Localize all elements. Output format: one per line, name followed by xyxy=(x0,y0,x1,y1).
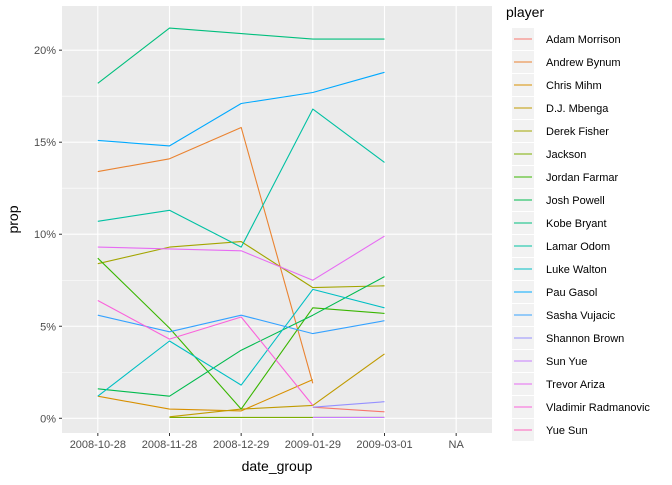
legend-label: Sun Yue xyxy=(546,356,587,368)
legend-label: Lamar Odom xyxy=(546,241,610,253)
legend-label: Andrew Bynum xyxy=(546,57,621,69)
plot-panel xyxy=(62,6,492,433)
x-tick-label: 2008-10-28 xyxy=(70,439,126,451)
x-axis-title: date_group xyxy=(242,458,313,474)
y-tick-label: 5% xyxy=(40,321,56,333)
legend-title: player xyxy=(506,4,544,20)
y-tick-label: 15% xyxy=(34,137,56,149)
series-line xyxy=(97,27,385,84)
legend-label: Josh Powell xyxy=(546,195,605,207)
series-line xyxy=(97,288,385,397)
series-line xyxy=(169,353,385,418)
legend-label: Chris Mihm xyxy=(546,80,602,92)
legend-label: Sasha Vujacic xyxy=(546,310,616,322)
legend-label: Jackson xyxy=(546,149,586,161)
series-line xyxy=(97,276,385,397)
series-line xyxy=(97,257,385,410)
y-tick-label: 20% xyxy=(34,45,56,57)
series-line xyxy=(97,235,385,281)
y-tick-label: 0% xyxy=(40,413,56,425)
x-tick-label: 2008-12-29 xyxy=(213,439,269,451)
legend-label: D.J. Mbenga xyxy=(546,103,609,115)
legend-label: Luke Walton xyxy=(546,264,607,276)
grid-major xyxy=(62,6,492,433)
x-tick-label: 2009-01-29 xyxy=(285,439,341,451)
legend-label: Pau Gasol xyxy=(546,287,597,299)
y-tick-label: 10% xyxy=(34,229,56,241)
series-line xyxy=(97,241,385,289)
legend: player Adam Morrison Andrew Bynum Chris Mi… xyxy=(506,4,650,441)
legend-label: Adam Morrison xyxy=(546,34,621,46)
y-axis: 0% 5% 10% 15% 20% xyxy=(34,45,62,425)
series-lines xyxy=(97,27,385,418)
y-axis-title: prop xyxy=(5,205,21,233)
series-line xyxy=(312,401,385,408)
series-line xyxy=(97,108,385,248)
series-line xyxy=(312,406,385,413)
series-line xyxy=(97,300,314,406)
series-line xyxy=(97,379,314,412)
grid-minor xyxy=(62,95,492,373)
series-line xyxy=(97,71,385,147)
legend-label: Vladimir Radmanovic xyxy=(546,402,650,414)
legend-label: Yue Sun xyxy=(546,425,588,437)
legend-label: Trevor Ariza xyxy=(546,379,606,391)
x-tick-label: 2008-11-28 xyxy=(142,439,197,451)
legend-label: Derek Fisher xyxy=(546,126,609,138)
legend-label: Jordan Farmar xyxy=(546,172,618,184)
legend-label: Shannon Brown xyxy=(546,333,624,345)
x-tick-label: 2009-03-01 xyxy=(356,439,412,451)
x-axis: 2008-10-28 2008-11-28 2008-12-29 2009-01-29… xyxy=(70,433,465,451)
series-line xyxy=(97,126,314,384)
legend-label: Kobe Bryant xyxy=(546,218,607,230)
x-tick-label: NA xyxy=(449,439,465,451)
